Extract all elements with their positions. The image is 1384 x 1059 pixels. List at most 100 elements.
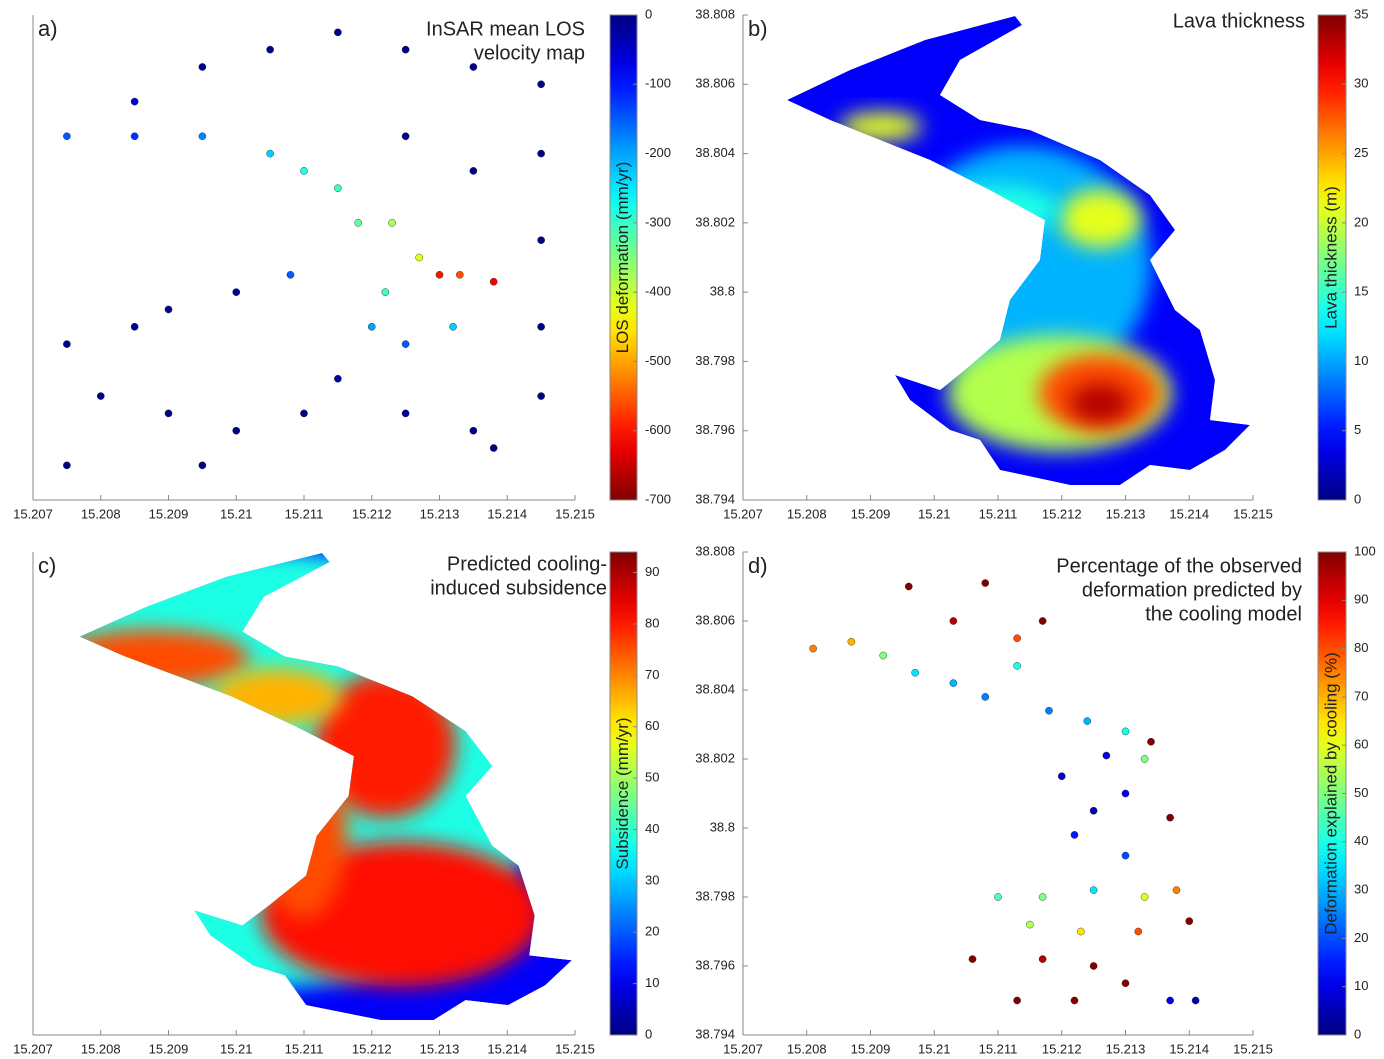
point — [1140, 755, 1149, 763]
panel: 15.207 15.208 15.209 15.21 15.211 15.212 15.21… — [695, 6, 1368, 521]
y-tick-label: 38.8 — [710, 819, 735, 834]
colorbar-tick-label: -100 — [645, 76, 671, 91]
flow-zone — [79, 629, 250, 688]
x-tick-label: 15.213 — [420, 506, 460, 521]
point — [401, 132, 410, 141]
panel: 15.207 15.208 15.209 15.21 15.211 15.212 15.21… — [13, 551, 659, 1056]
point — [1038, 955, 1047, 963]
point — [949, 679, 958, 687]
point — [1172, 886, 1181, 894]
x-tick-label: 15.207 — [723, 1041, 763, 1056]
point — [469, 167, 478, 175]
x-tick-label: 15.21 — [220, 506, 253, 521]
panel-title: velocity map — [474, 42, 585, 64]
panel: 15.207 15.208 15.209 15.21 15.211 15.212 15.21… — [13, 6, 671, 521]
colorbar-tick-label: 5 — [1354, 422, 1361, 437]
panel-letter: d) — [748, 553, 768, 578]
point — [1102, 751, 1111, 760]
colorbar-tick-label: 20 — [645, 924, 659, 939]
colorbar-label: Subsidence (mm/yr) — [613, 717, 632, 869]
point — [1089, 806, 1098, 815]
colorbar — [1317, 551, 1347, 1036]
point — [435, 271, 444, 279]
point — [1089, 886, 1098, 894]
point — [537, 149, 545, 158]
point — [469, 63, 478, 71]
panel-title: InSAR mean LOS — [426, 18, 585, 40]
point — [981, 693, 990, 701]
y-tick-label: 38.806 — [695, 612, 735, 627]
y-tick-label: 38.794 — [695, 491, 735, 506]
point — [164, 305, 173, 314]
x-tick-label: 15.209 — [149, 506, 189, 521]
panel-letter: a) — [38, 16, 58, 41]
x-tick-label: 15.215 — [1233, 506, 1273, 521]
flow-zone — [839, 112, 922, 142]
point — [130, 322, 139, 331]
point — [879, 651, 888, 660]
point — [1185, 917, 1194, 925]
colorbar-tick-label: 80 — [1354, 640, 1368, 655]
y-tick-label: 38.796 — [695, 957, 735, 972]
colorbar-tick-label: 70 — [645, 667, 659, 682]
panel-title: Lava thickness — [1173, 10, 1305, 32]
point — [164, 409, 173, 418]
point — [1166, 813, 1174, 822]
colorbar-tick-label: 0 — [1354, 1026, 1361, 1041]
colorbar-tick-label: 50 — [645, 770, 659, 785]
colorbar — [609, 14, 638, 501]
colorbar-tick-label: -700 — [645, 491, 671, 506]
y-tick-label: 38.798 — [695, 353, 735, 368]
x-tick-label: 15.215 — [555, 1041, 595, 1056]
point — [334, 28, 342, 37]
x-tick-label: 15.207 — [13, 1041, 53, 1056]
colorbar-tick-label: 10 — [1354, 353, 1368, 368]
panel-title: Predicted cooling- — [447, 553, 607, 575]
colorbar-tick-label: -300 — [645, 214, 671, 229]
x-tick-label: 15.211 — [285, 1041, 324, 1056]
point — [198, 132, 207, 141]
point — [381, 288, 390, 296]
lava-flow — [787, 16, 1250, 485]
point — [266, 149, 274, 158]
x-tick-label: 15.214 — [1169, 1041, 1209, 1056]
colorbar-tick-label: 50 — [1354, 785, 1368, 800]
flow-zone — [211, 667, 342, 726]
point — [537, 322, 545, 331]
colorbar-tick-label: -400 — [645, 284, 671, 299]
point — [1121, 979, 1130, 988]
x-tick-label: 15.21 — [220, 1041, 253, 1056]
point — [1147, 737, 1155, 746]
x-tick-label: 15.212 — [352, 506, 392, 521]
x-tick-label: 15.212 — [1042, 506, 1082, 521]
colorbar-tick-label: 25 — [1354, 145, 1368, 160]
point — [1121, 851, 1130, 860]
point — [401, 340, 410, 348]
point — [1121, 789, 1130, 798]
colorbar-tick-label: -200 — [645, 145, 671, 160]
colorbar — [1317, 14, 1347, 501]
point — [1083, 717, 1092, 725]
point — [401, 409, 410, 418]
colorbar-tick-label: 30 — [645, 872, 659, 887]
x-tick-label: 15.215 — [555, 506, 595, 521]
x-tick-label: 15.213 — [1106, 506, 1146, 521]
point — [847, 637, 856, 646]
x-tick-label: 15.211 — [979, 1041, 1018, 1056]
point — [1013, 996, 1021, 1005]
colorbar-tick-label: 60 — [1354, 737, 1368, 752]
colorbar-tick-label: 30 — [1354, 76, 1368, 91]
x-tick-label: 15.215 — [1233, 1041, 1273, 1056]
y-tick-label: 38.804 — [695, 681, 735, 696]
colorbar-tick-label: 40 — [645, 821, 659, 836]
point — [1121, 727, 1130, 736]
flow-zone — [936, 184, 1060, 234]
colorbar-tick-label: 10 — [645, 975, 659, 990]
colorbar-tick-label: 20 — [1354, 214, 1368, 229]
x-tick-label: 15.209 — [851, 1041, 891, 1056]
panel-letter: c) — [38, 553, 56, 578]
x-tick-label: 15.214 — [487, 1041, 527, 1056]
point — [1077, 927, 1085, 936]
flow-zone — [260, 745, 348, 920]
colorbar-label: LOS deformation (mm/yr) — [613, 162, 632, 354]
